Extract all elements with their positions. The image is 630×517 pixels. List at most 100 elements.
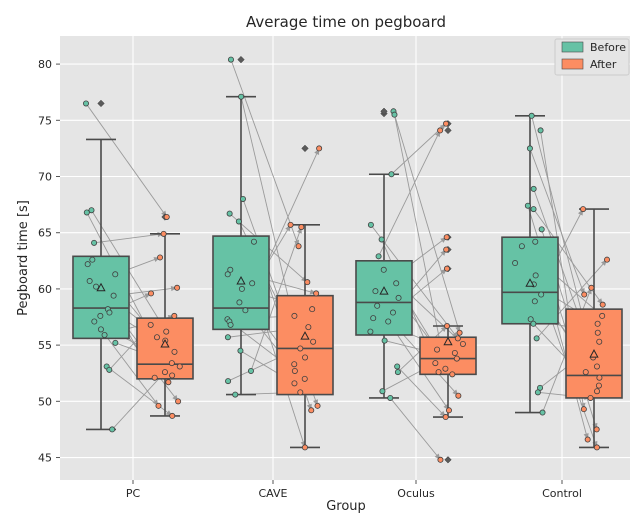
data-point — [297, 389, 304, 396]
mean-marker — [379, 286, 389, 295]
data-point — [291, 380, 298, 387]
data-point — [372, 288, 379, 295]
data-point — [593, 363, 600, 370]
x-tick-label: CAVE — [259, 487, 288, 500]
data-point — [385, 318, 392, 325]
data-point — [604, 256, 611, 263]
data-point — [443, 265, 450, 272]
data-point — [291, 361, 298, 368]
data-point — [106, 366, 113, 373]
data-point — [226, 210, 233, 217]
legend-label-before: Before — [590, 41, 626, 54]
data-point — [442, 365, 449, 372]
mean-marker — [236, 275, 246, 285]
outlier-marker — [301, 144, 309, 153]
mean-marker — [300, 331, 310, 340]
data-point — [86, 278, 93, 285]
axes: 45 50 55 60 65 70 75 80 PC CAVE Oculus Control — [38, 58, 582, 500]
data-point — [161, 369, 168, 376]
data-point — [449, 371, 456, 378]
y-tick-label: 55 — [38, 339, 52, 352]
pair-line — [536, 259, 608, 339]
mean-marker — [443, 336, 453, 346]
data-point — [442, 414, 449, 421]
data-point — [443, 234, 450, 241]
data-point — [301, 375, 308, 382]
data-point — [83, 100, 90, 107]
data-point — [237, 347, 244, 354]
mean-marker — [589, 349, 599, 358]
data-point — [434, 346, 441, 353]
data-point — [247, 367, 254, 374]
data-point — [538, 291, 545, 298]
x-tick-label: Oculus — [397, 487, 435, 500]
data-point — [97, 326, 104, 333]
data-point — [524, 202, 531, 209]
data-point — [224, 271, 231, 278]
data-point — [112, 339, 119, 346]
outlier-marker — [444, 126, 452, 135]
outlier-marker — [380, 107, 388, 115]
data-point — [387, 394, 394, 401]
data-point — [314, 402, 321, 409]
data-point — [295, 243, 302, 250]
legend-label-after: After — [590, 58, 617, 71]
pair-line — [94, 233, 164, 244]
data-point — [147, 321, 154, 328]
pair-line — [389, 397, 441, 461]
data-point — [389, 309, 396, 316]
mean-marker — [96, 282, 106, 292]
data-point — [367, 328, 374, 335]
data-point — [84, 261, 91, 268]
data-point — [109, 426, 116, 433]
data-point — [518, 243, 525, 250]
box-iqr — [136, 317, 194, 380]
data-point — [165, 379, 172, 386]
data-point — [443, 246, 450, 253]
data-point — [305, 324, 312, 331]
data-point — [153, 334, 160, 341]
data-point — [432, 360, 439, 367]
box-iqr — [355, 260, 413, 336]
data-point — [394, 363, 401, 370]
data-point — [91, 239, 98, 246]
y-tick-label: 70 — [38, 171, 52, 184]
data-point — [451, 349, 458, 356]
y-axis-label: Pegboard time [s] — [16, 200, 31, 316]
data-point — [297, 345, 304, 352]
data-point — [581, 291, 588, 298]
data-point — [437, 127, 444, 134]
data-point — [530, 206, 537, 213]
data-point — [532, 272, 539, 279]
data-point — [370, 315, 377, 322]
data-point — [110, 292, 117, 299]
mean-marker — [525, 278, 535, 287]
pair-line — [391, 123, 447, 175]
data-point — [291, 312, 298, 319]
y-tick-label: 50 — [38, 395, 52, 408]
data-point — [309, 306, 316, 313]
data-point — [587, 394, 594, 401]
data-point — [174, 284, 181, 291]
data-point — [97, 312, 104, 319]
data-point — [459, 340, 466, 347]
data-point — [250, 238, 257, 245]
pair-line — [396, 366, 447, 418]
data-point — [378, 236, 385, 243]
data-point — [313, 290, 320, 297]
data-point — [594, 388, 601, 395]
box-iqr — [72, 255, 130, 340]
pair-line — [529, 148, 585, 295]
y-tick-label: 60 — [38, 283, 52, 296]
data-point — [533, 335, 540, 342]
data-point — [175, 398, 182, 405]
data-point — [238, 285, 245, 292]
data-points — [83, 56, 611, 463]
pair-line — [387, 321, 450, 411]
data-point — [595, 382, 602, 389]
x-axis-label: Group — [326, 499, 366, 513]
data-point — [588, 284, 595, 291]
pair-arrowhead — [170, 285, 178, 292]
data-point — [534, 389, 541, 396]
